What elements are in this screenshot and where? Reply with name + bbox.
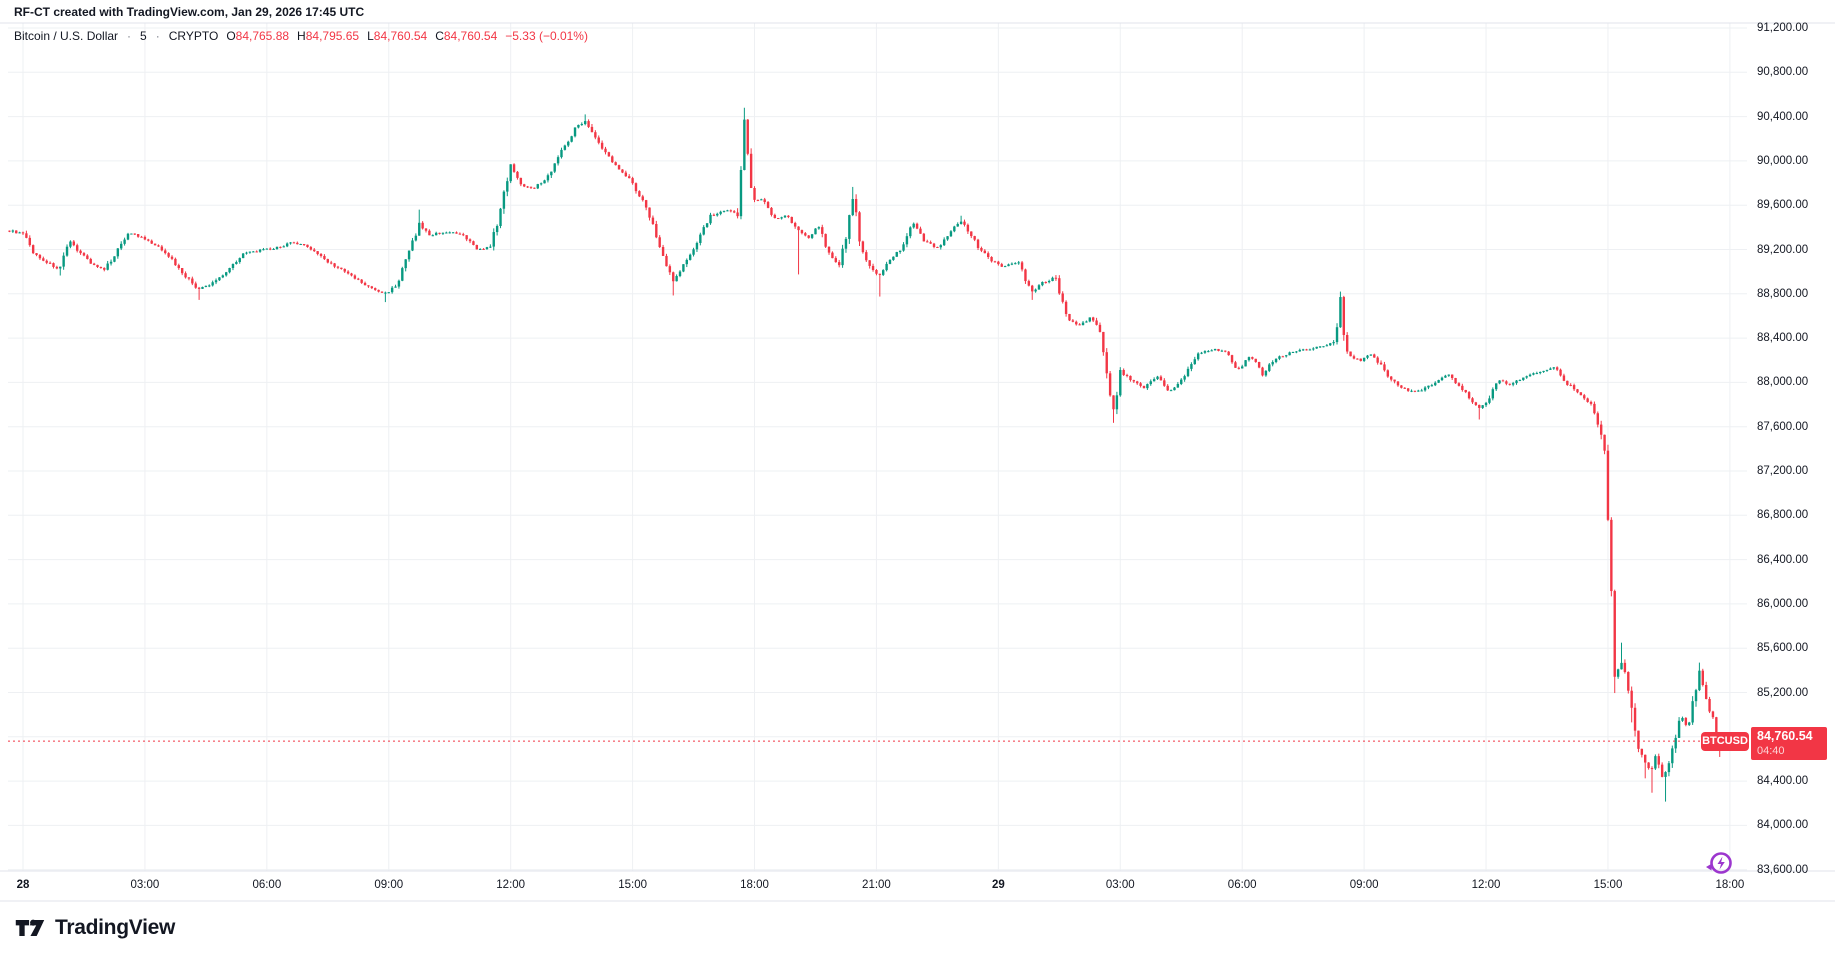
price-tick-label: 84,000.00 (1757, 819, 1809, 832)
price-tick-label: 90,000.00 (1757, 154, 1809, 167)
price-tick-label: 88,400.00 (1757, 332, 1809, 345)
open-value: 84,765.88 (235, 29, 290, 43)
time-tick-label: 18:00 (740, 879, 769, 891)
footer: TradingView (14, 913, 175, 943)
price-tick-label: 88,000.00 (1757, 376, 1809, 389)
time-tick-label: 06:00 (252, 879, 282, 891)
price-tick-label: 90,400.00 (1757, 110, 1809, 123)
close-label: C (435, 29, 444, 43)
price-tick-label: 86,400.00 (1757, 553, 1809, 566)
time-tick-label: 15:00 (1593, 879, 1623, 891)
last-price-symbol-badge: BTCUSD (1701, 731, 1749, 751)
price-tick-label: 83,600.00 (1757, 863, 1809, 876)
time-tick-label: 18:00 (1715, 879, 1745, 891)
change-value: −5.33 (−0.01%) (505, 29, 588, 43)
symbol-title[interactable]: Bitcoin / U.S. Dollar (14, 29, 119, 43)
time-tick-label: 06:00 (1227, 879, 1257, 891)
symbol-exchange: CRYPTO (168, 29, 219, 43)
high-value: 84,795.65 (305, 29, 360, 43)
price-tick-label: 84,400.00 (1757, 775, 1809, 788)
time-tick-label: 29 (991, 879, 1005, 891)
low-label: L (367, 29, 374, 43)
price-tick-label: 85,200.00 (1757, 686, 1809, 699)
price-tick-label: 90,800.00 (1757, 66, 1809, 79)
last-price-value: 84,760.54 (1757, 728, 1813, 743)
open-label: O (226, 29, 236, 43)
high-label: H (297, 29, 306, 43)
time-tick-label: 21:00 (862, 879, 891, 891)
price-tick-label: 91,200.00 (1757, 22, 1809, 34)
symbol-interval[interactable]: 5 (140, 29, 147, 43)
symbol-legend[interactable]: Bitcoin / U.S. Dollar · 5 · CRYPTO O84,7… (14, 29, 588, 43)
price-tick-label: 86,000.00 (1757, 597, 1809, 610)
time-tick-label: 12:00 (496, 879, 526, 891)
lightning-cursor-icon[interactable] (1697, 841, 1741, 881)
close-value: 84,760.54 (443, 29, 498, 43)
ohlc-values: O84,765.88 H84,795.65 L84,760.54 C84,760… (226, 29, 588, 43)
last-price-axis-label: 84,760.54 04:40 (1751, 727, 1827, 761)
price-tick-label: 89,600.00 (1757, 199, 1809, 212)
legend-separator: · (127, 29, 132, 43)
time-tick-label: 15:00 (618, 879, 647, 891)
time-tick-label: 28 (16, 879, 30, 891)
price-tick-label: 87,200.00 (1757, 465, 1809, 477)
time-tick-label: 03:00 (130, 879, 160, 891)
price-tick-label: 87,600.00 (1757, 420, 1809, 433)
price-tick-label: 85,600.00 (1757, 642, 1809, 655)
attribution-text: RF-CT created with TradingView.com, Jan … (14, 5, 365, 19)
time-tick-label: 03:00 (1105, 879, 1135, 891)
bar-countdown: 04:40 (1757, 744, 1785, 757)
tradingview-logo-icon[interactable] (14, 913, 46, 943)
price-tick-label: 89,200.00 (1757, 243, 1809, 256)
price-tick-label: 88,800.00 (1757, 287, 1809, 300)
tradingview-logo-text[interactable]: TradingView (55, 916, 176, 939)
time-tick-label: 09:00 (1349, 879, 1379, 891)
legend-separator: · (155, 29, 160, 43)
time-tick-label: 09:00 (374, 879, 404, 891)
low-value: 84,760.54 (373, 29, 428, 43)
time-tick-label: 12:00 (1471, 879, 1501, 891)
price-tick-label: 86,800.00 (1757, 509, 1809, 522)
